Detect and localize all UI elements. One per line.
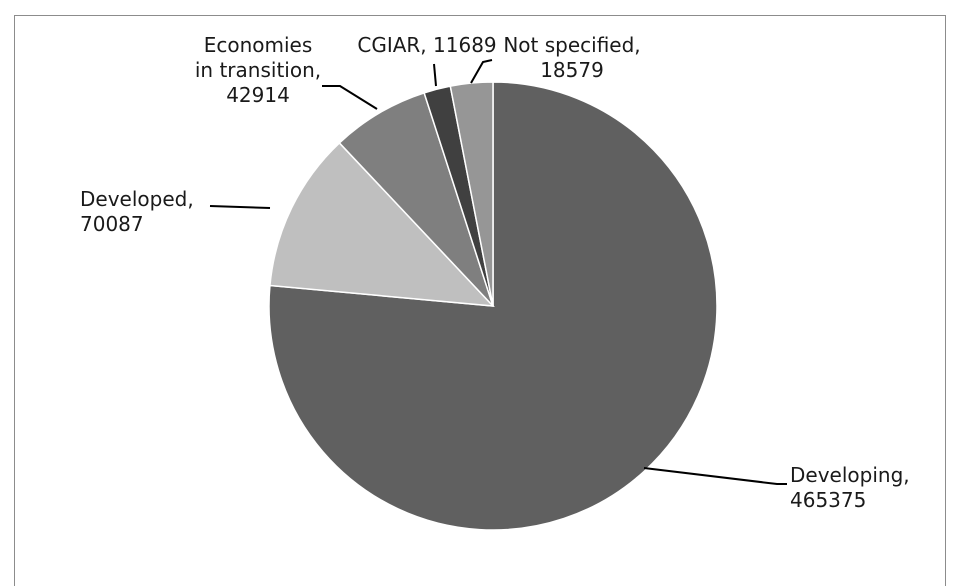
pie-slices	[268, 81, 718, 531]
leader-line-developed	[209, 205, 271, 209]
leader-line-economies-in-transition	[322, 85, 378, 110]
data-label-line: 70087	[80, 212, 144, 236]
data-label-line: 42914	[226, 83, 290, 107]
data-label-developing: Developing, 465375	[790, 463, 910, 512]
data-label-developed: Developed, 70087	[80, 187, 194, 236]
leader-lines	[209, 59, 787, 485]
data-labels: Developing, 465375 Developed, 70087 Economie…	[80, 33, 910, 512]
leader-line-cgiar	[433, 63, 437, 87]
data-label-line: Developed,	[80, 187, 194, 211]
data-label-line: 18579	[540, 58, 604, 82]
data-label-line: Not specified,	[503, 33, 640, 57]
data-label-line: Developing,	[790, 463, 910, 487]
leader-line-developing	[643, 467, 787, 485]
data-label-line: 465375	[790, 488, 866, 512]
data-label-economies-in-transition: Economies in transition, 42914	[195, 33, 321, 107]
pie-slice-developing	[268, 81, 718, 531]
data-label-cgiar: CGIAR, 11689	[357, 33, 496, 57]
data-label-line: CGIAR, 11689	[357, 33, 496, 57]
data-label-line: in transition,	[195, 58, 321, 82]
pie-slice-developed	[269, 141, 495, 307]
data-label-not-specified: Not specified, 18579	[503, 33, 640, 82]
leader-line-not-specified	[470, 59, 493, 84]
data-label-line: Economies	[204, 33, 313, 57]
